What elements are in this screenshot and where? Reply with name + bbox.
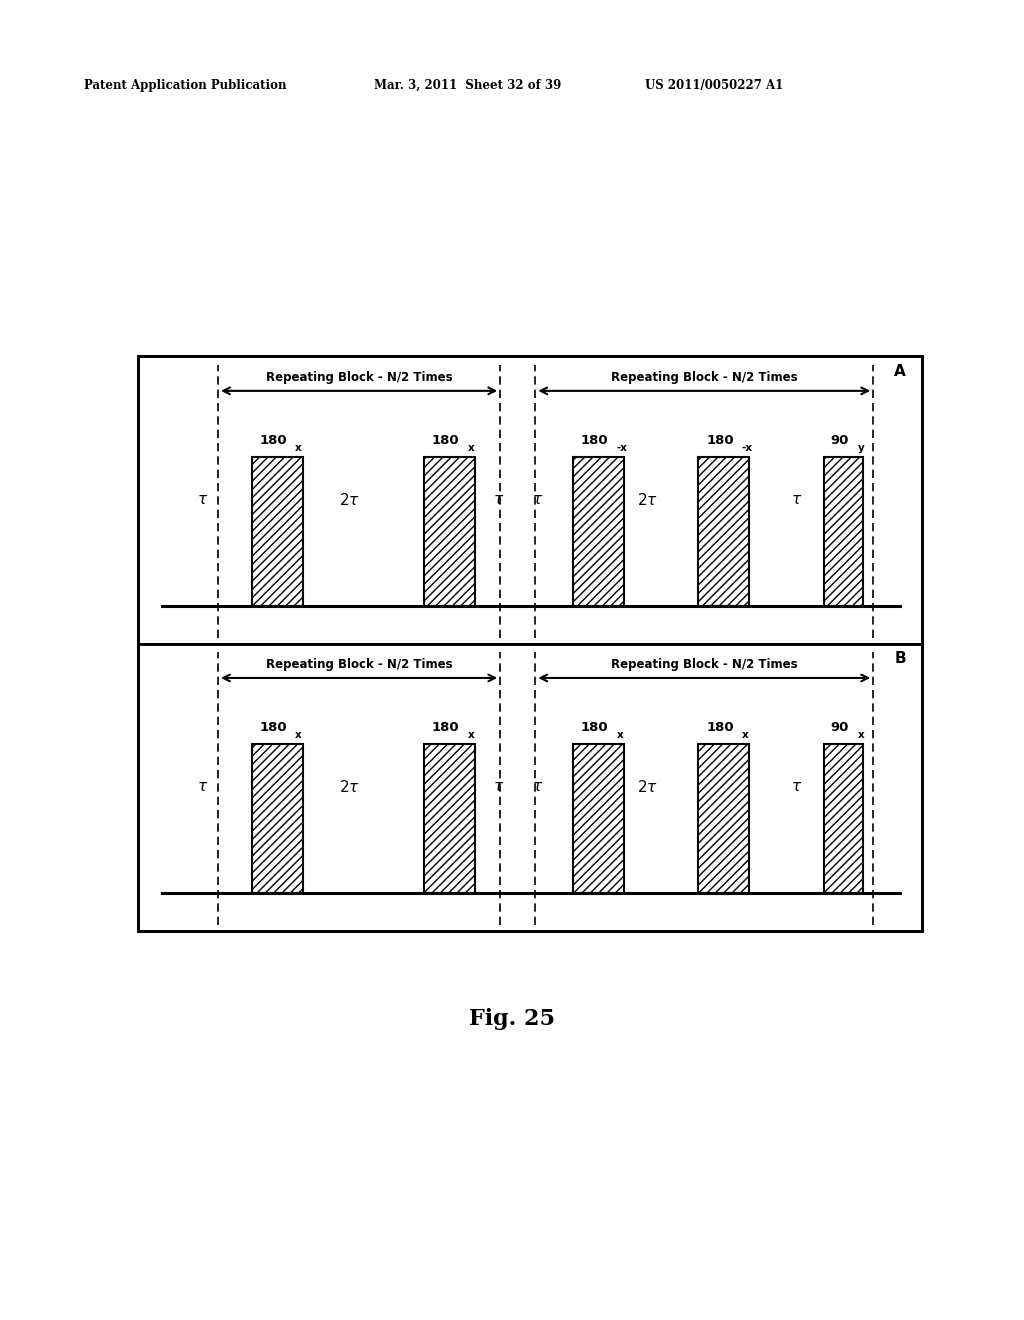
Text: $\tau$: $\tau$ xyxy=(791,780,802,795)
Text: $\tau$: $\tau$ xyxy=(532,780,544,795)
Text: $2\tau$: $2\tau$ xyxy=(339,779,360,795)
Text: $2\tau$: $2\tau$ xyxy=(637,779,657,795)
Text: $\tau$: $\tau$ xyxy=(493,492,504,507)
Bar xyxy=(573,457,624,606)
Text: Repeating Block - N/2 Times: Repeating Block - N/2 Times xyxy=(610,657,797,671)
Text: 180: 180 xyxy=(432,434,460,447)
Text: x: x xyxy=(295,730,302,739)
Text: x: x xyxy=(295,442,302,453)
Bar xyxy=(252,457,303,606)
Text: A: A xyxy=(894,363,906,379)
Text: $2\tau$: $2\tau$ xyxy=(339,492,360,508)
Text: x: x xyxy=(858,730,864,739)
Text: Patent Application Publication: Patent Application Publication xyxy=(84,79,287,92)
Text: -x: -x xyxy=(741,442,753,453)
Bar xyxy=(424,457,475,606)
Text: $\tau$: $\tau$ xyxy=(197,492,208,507)
Text: $2\tau$: $2\tau$ xyxy=(637,492,657,508)
Text: y: y xyxy=(858,442,864,453)
Bar xyxy=(698,744,750,894)
Text: $\tau$: $\tau$ xyxy=(197,780,208,795)
Bar xyxy=(424,744,475,894)
Bar xyxy=(823,744,863,894)
Text: Repeating Block - N/2 Times: Repeating Block - N/2 Times xyxy=(266,657,453,671)
Text: $\tau$: $\tau$ xyxy=(493,780,504,795)
Text: 90: 90 xyxy=(830,721,849,734)
Bar xyxy=(698,457,750,606)
Text: B: B xyxy=(894,651,906,665)
Text: 180: 180 xyxy=(581,721,608,734)
Text: Fig. 25: Fig. 25 xyxy=(469,1008,555,1030)
Text: 180: 180 xyxy=(707,721,734,734)
Text: -x: -x xyxy=(616,442,628,453)
Bar xyxy=(252,744,303,894)
Text: 180: 180 xyxy=(432,721,460,734)
Text: x: x xyxy=(468,730,474,739)
Text: 180: 180 xyxy=(581,434,608,447)
Text: 180: 180 xyxy=(259,434,287,447)
Text: $\tau$: $\tau$ xyxy=(532,492,544,507)
Text: x: x xyxy=(468,442,474,453)
Text: 180: 180 xyxy=(707,434,734,447)
Text: Repeating Block - N/2 Times: Repeating Block - N/2 Times xyxy=(610,371,797,384)
Bar xyxy=(823,457,863,606)
Text: 90: 90 xyxy=(830,434,849,447)
Text: $\tau$: $\tau$ xyxy=(791,492,802,507)
Text: x: x xyxy=(616,730,624,739)
Bar xyxy=(573,744,624,894)
Text: US 2011/0050227 A1: US 2011/0050227 A1 xyxy=(645,79,783,92)
Text: 180: 180 xyxy=(259,721,287,734)
Text: Mar. 3, 2011  Sheet 32 of 39: Mar. 3, 2011 Sheet 32 of 39 xyxy=(374,79,561,92)
Text: Repeating Block - N/2 Times: Repeating Block - N/2 Times xyxy=(266,371,453,384)
Text: x: x xyxy=(741,730,749,739)
